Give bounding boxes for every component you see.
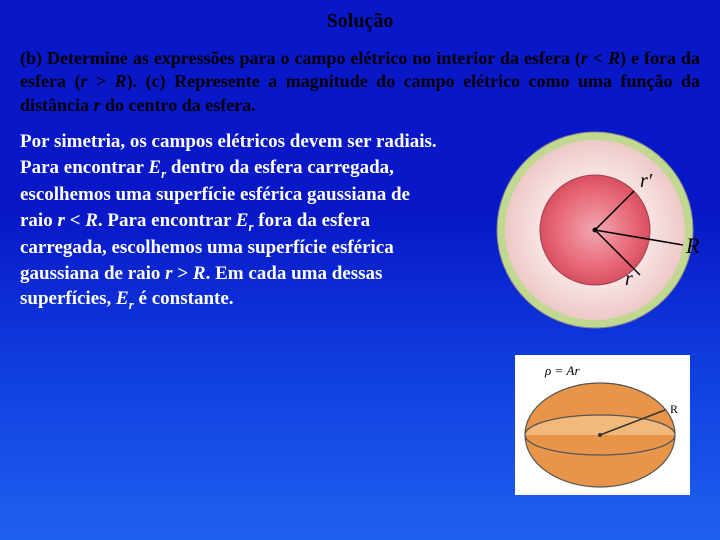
body-wrap: Por simetria, os campos elétricos devem …	[0, 125, 720, 314]
label-rprime: r′	[640, 170, 653, 192]
exp-E: E	[116, 288, 129, 309]
label-r: r	[625, 268, 633, 290]
exp-text: é constante.	[134, 288, 234, 309]
q-var-r: r	[581, 48, 588, 68]
q-var-r: r	[94, 95, 101, 115]
sphere-3d-diagram: ρ = Ar R	[515, 355, 690, 495]
q-lt: <	[588, 48, 608, 68]
q-gt: >	[87, 71, 114, 91]
exp-R: R	[85, 210, 98, 231]
sphere-cross-section-diagram: r′ R r	[490, 125, 700, 335]
question-text: (b) Determine as expressões para o campo…	[0, 33, 720, 125]
exp-r: r	[165, 263, 172, 284]
exp-gt: >	[173, 263, 193, 284]
explanation-text: Por simetria, os campos elétricos devem …	[20, 125, 440, 314]
figures-column: r′ R r ρ = Ar R	[440, 125, 700, 314]
label-R: R	[685, 233, 700, 258]
exp-E: E	[148, 157, 161, 178]
exp-E: E	[236, 210, 249, 231]
label-R2: R	[670, 402, 678, 416]
q-var-R: R	[608, 48, 620, 68]
label-rho: ρ = Ar	[544, 363, 580, 378]
exp-r: r	[57, 210, 64, 231]
exp-text: . Para encontrar	[98, 210, 236, 231]
slide-title: Solução	[0, 0, 720, 33]
q-var-R: R	[115, 71, 127, 91]
exp-R: R	[193, 263, 206, 284]
exp-lt: <	[65, 210, 85, 231]
q-text: do centro da esfera.	[101, 95, 256, 115]
q-text: (b) Determine as expressões para o campo…	[20, 48, 581, 68]
